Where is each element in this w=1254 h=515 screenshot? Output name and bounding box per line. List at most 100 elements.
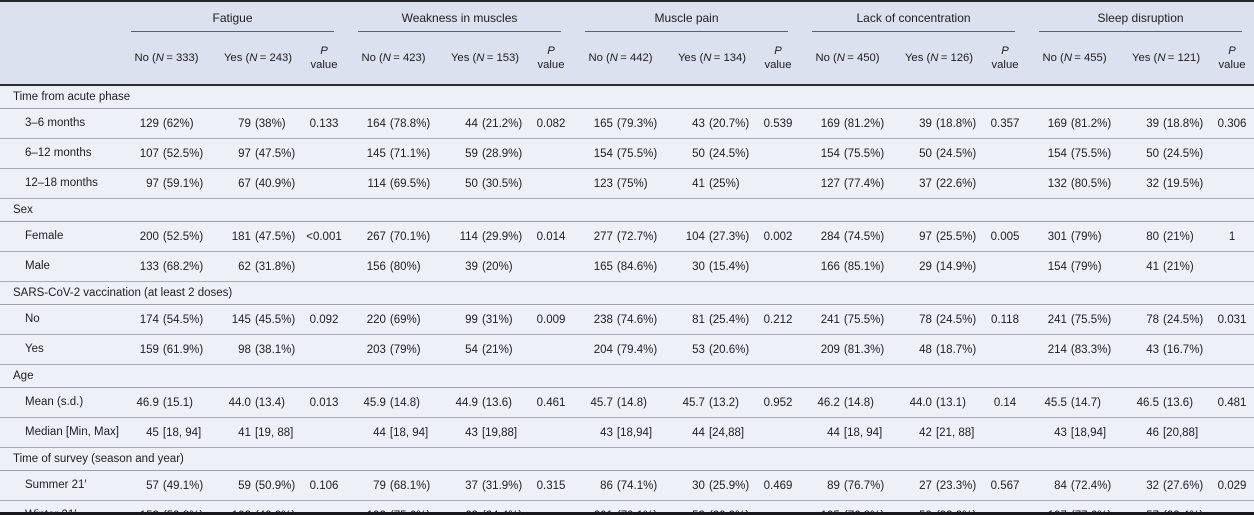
count-pair: 59(23.2%)	[895, 510, 983, 515]
count-percent: [24,88]	[708, 426, 745, 439]
count-cell: 84 (72.4%)	[1027, 470, 1123, 501]
count-pair: 46.5 (13.6)	[1122, 397, 1210, 409]
count-number: 27	[919, 479, 932, 492]
count-pair: 43 [18,94]	[1027, 427, 1122, 439]
col-header-yes: Yes (N = 153)	[441, 32, 529, 86]
count-percent: (14.8)	[843, 396, 874, 409]
count-number: 29	[919, 260, 932, 273]
count-percent: (18.8%)	[1162, 117, 1204, 130]
count-number: 200	[139, 230, 159, 243]
count-number: 50	[1146, 147, 1159, 160]
count-percent: (21%)	[481, 343, 513, 356]
count-pair: 209 (81.3%)	[800, 344, 895, 356]
count-cell: 50 (24.5%)	[1122, 138, 1211, 169]
count-percent: (27.3%)	[708, 230, 750, 243]
count-cell: 104 (27.3%)	[668, 221, 756, 252]
p-value-cell: 0.469	[756, 470, 800, 501]
count-number: 203	[366, 343, 386, 356]
count-number: 174	[139, 313, 159, 326]
count-number: 159	[139, 343, 159, 356]
section-row: Time from acute phase	[0, 85, 1254, 109]
count-number: 197	[1027, 510, 1067, 515]
count-percent: (16.7%)	[1162, 343, 1204, 356]
count-cell: 169 (81.2%)	[1027, 108, 1123, 139]
count-percent: (19.5%)	[1162, 177, 1204, 190]
count-pair: 181 (47.5%)	[214, 231, 302, 243]
count-number: 57	[1122, 510, 1159, 515]
n-symbol: N	[476, 52, 485, 64]
count-pair: 44 [24,88]	[668, 427, 756, 439]
p-value-cell	[1210, 138, 1254, 169]
count-percent: (13.6)	[481, 396, 512, 409]
data-row: Winter 21′152(59.8%)102(40.2%) 192(75.6%)…	[0, 500, 1254, 515]
count-number: 277	[593, 230, 613, 243]
count-percent: (24.5%)	[935, 147, 977, 160]
count-percent: (24.4%)	[478, 510, 529, 515]
count-number: 44	[827, 426, 840, 439]
count-percent: (81.3%)	[843, 343, 885, 356]
count-cell: 238 (74.6%)	[573, 304, 668, 335]
count-number: 46.5	[1136, 396, 1159, 409]
count-pair: 42 [21, 88]	[895, 427, 983, 439]
count-percent: (15.4%)	[708, 260, 750, 273]
count-pair: 284 (74.5%)	[800, 231, 895, 243]
count-percent: (75.5%)	[616, 147, 658, 160]
count-pair: 53(20.9%)	[668, 510, 756, 515]
count-percent: (76.8%)	[840, 510, 895, 515]
n-symbol: N	[249, 52, 258, 64]
count-percent: (31%)	[481, 313, 513, 326]
count-number: 46	[1146, 426, 1159, 439]
count-cell: 43 (16.7%)	[1122, 334, 1211, 365]
count-percent: (75.5%)	[843, 313, 885, 326]
count-percent: [18,94]	[1070, 426, 1107, 439]
count-pair: 195(76.8%)	[800, 510, 895, 515]
count-percent: (23.2%)	[932, 510, 983, 515]
count-pair: 45.7 (14.8)	[573, 397, 668, 409]
count-cell: 195(76.8%)	[800, 500, 895, 515]
count-pair: 107 (52.5%)	[119, 148, 214, 160]
count-pair: 267 (70.1%)	[346, 231, 441, 243]
p-value-cell	[756, 417, 800, 448]
row-label: 6–12 months	[0, 138, 119, 169]
count-cell: 39 (18.8%)	[895, 108, 983, 139]
count-number: 99	[465, 313, 478, 326]
count-percent: (79.3%)	[616, 117, 658, 130]
group-header-muscle-pain: Muscle pain	[573, 2, 800, 32]
count-cell: 192(75.6%)	[346, 500, 441, 515]
count-cell: 46 [20,88]	[1122, 417, 1211, 448]
count-percent: (22.6%)	[935, 177, 977, 190]
count-pair: 57 (49.1%)	[119, 480, 214, 492]
p-value-cell: 0.539	[756, 108, 800, 139]
count-number: 132	[1047, 177, 1067, 190]
count-cell: 129 (62%)	[119, 108, 214, 139]
count-percent: (74.1%)	[616, 479, 658, 492]
count-pair: 78 (24.5%)	[1122, 314, 1210, 326]
count-number: 156	[366, 260, 386, 273]
count-percent: (79.1%)	[613, 510, 668, 515]
count-cell: 29 (14.9%)	[895, 251, 983, 282]
count-pair: 97 (47.5%)	[214, 148, 302, 160]
p-value-cell	[529, 168, 573, 199]
p-value-cell: 0.013	[302, 387, 346, 418]
count-number: 53	[668, 510, 705, 515]
count-pair: 30 (25.9%)	[668, 480, 756, 492]
p-value-cell	[529, 138, 573, 169]
p-value-cell	[983, 500, 1028, 515]
count-percent: (47.5%)	[254, 230, 296, 243]
count-number: 152	[119, 510, 159, 515]
count-percent: (38%)	[254, 117, 286, 130]
p-value-cell: 0.029	[1210, 470, 1254, 501]
count-number: 41	[1146, 260, 1159, 273]
count-number: 48	[919, 343, 932, 356]
count-number: 165	[593, 260, 613, 273]
count-cell: 50 (30.5%)	[441, 168, 529, 199]
count-number: 44	[692, 426, 705, 439]
count-percent: (71.1%)	[389, 147, 431, 160]
count-pair: 57(22.4%)	[1122, 510, 1210, 515]
count-percent: (40.2%)	[251, 510, 302, 515]
count-cell: 209 (81.3%)	[800, 334, 895, 365]
p-symbol: P	[1001, 44, 1009, 57]
